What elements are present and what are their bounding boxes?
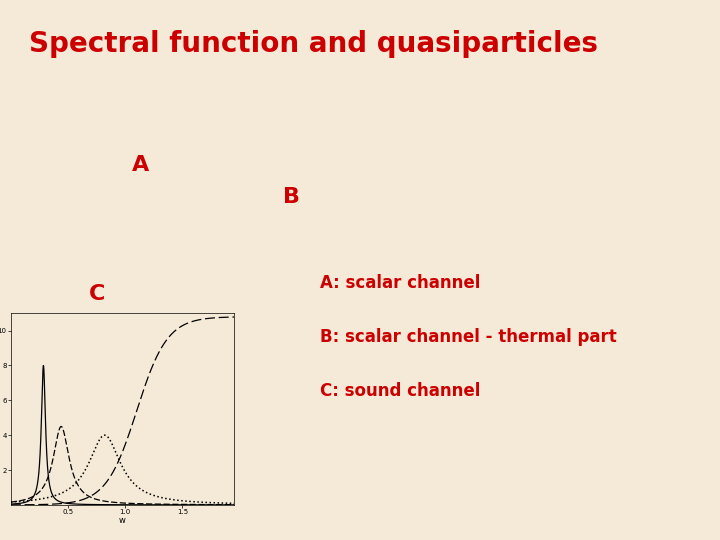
- Text: B: scalar channel - thermal part: B: scalar channel - thermal part: [320, 328, 617, 347]
- Text: C: C: [89, 284, 105, 305]
- Text: A: A: [132, 154, 149, 175]
- X-axis label: w: w: [119, 516, 126, 525]
- Text: A: scalar channel: A: scalar channel: [320, 274, 481, 293]
- Text: C: sound channel: C: sound channel: [320, 382, 481, 401]
- Text: Spectral function and quasiparticles: Spectral function and quasiparticles: [29, 30, 598, 58]
- Text: B: B: [283, 187, 300, 207]
